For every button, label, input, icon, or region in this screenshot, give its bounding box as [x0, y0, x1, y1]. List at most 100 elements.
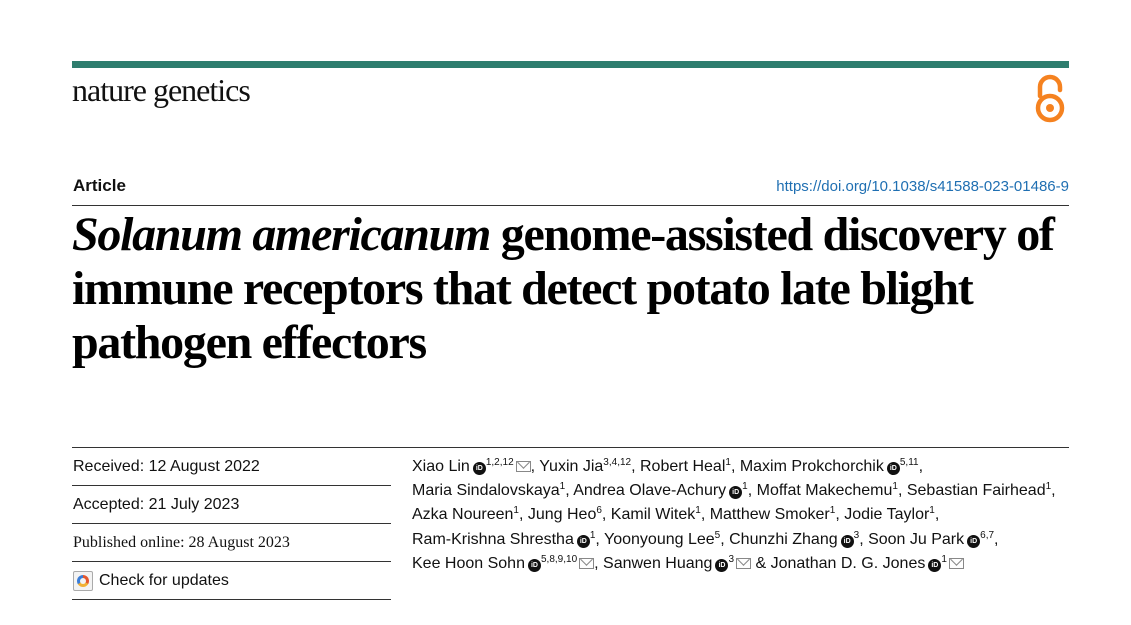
author-name[interactable]: Xiao Lin	[412, 458, 470, 475]
author-separator: ,	[565, 482, 574, 500]
journal-color-bar	[72, 61, 1069, 68]
received-date: Received: 12 August 2022	[72, 448, 391, 486]
author-name[interactable]: Sanwen Huang	[603, 554, 713, 572]
orcid-icon[interactable]: iD	[840, 534, 854, 548]
affiliation-ref[interactable]: 3	[728, 553, 735, 565]
author: Xiao Lin iD1,2,12	[412, 458, 531, 475]
author-name[interactable]: Matthew Smoker	[709, 506, 830, 524]
accepted-date: Accepted: 21 July 2023	[72, 486, 391, 524]
author-name[interactable]: Ram-Krishna Shrestha	[412, 530, 574, 548]
affiliation-ref[interactable]: 1,2,12	[485, 457, 514, 468]
orcid-icon[interactable]: iD	[928, 558, 942, 572]
author: Sanwen Huang iD3	[603, 553, 752, 572]
affiliation-ref[interactable]: 5,8,9,10	[540, 553, 578, 565]
author: Yoonyoung Lee5	[604, 529, 721, 548]
author-name[interactable]: Kamil Witek	[610, 506, 696, 524]
affiliation-ref[interactable]: 1	[725, 457, 731, 468]
author-separator: ,	[530, 458, 540, 475]
author-separator: ,	[601, 506, 611, 524]
author-name[interactable]: Kee Hoon Sohn	[412, 554, 525, 572]
author-separator: ,	[1051, 482, 1056, 500]
author-separator: ,	[747, 482, 757, 500]
orcid-icon[interactable]: iD	[729, 486, 743, 500]
affiliation-ref[interactable]: 1	[941, 553, 947, 565]
open-access-icon[interactable]	[1032, 74, 1068, 124]
author-separator: ,	[518, 506, 528, 524]
title-species: Solanum americanum	[72, 208, 491, 261]
author-name[interactable]: Maxim Prokchorchik	[739, 458, 884, 475]
author: Jung Heo6	[527, 505, 602, 524]
title-text: genome-assisted discovery of immune rece…	[72, 208, 1055, 369]
email-icon[interactable]	[579, 557, 595, 569]
author-list: Xiao Lin iD1,2,12, Yuxin Jia3,4,12, Rober…	[412, 455, 1072, 576]
author: Soon Ju Park iD6,7	[868, 529, 995, 548]
affiliation-ref[interactable]: 3,4,12	[603, 457, 632, 468]
orcid-icon[interactable]: iD	[576, 534, 590, 548]
email-icon[interactable]	[948, 557, 964, 569]
affiliation-ref[interactable]: 1	[892, 481, 898, 493]
author-name[interactable]: Moffat Makechemu	[756, 482, 893, 500]
divider	[72, 205, 1069, 206]
author-separator: ,	[897, 482, 907, 500]
affiliation-ref[interactable]: 1	[559, 481, 566, 493]
orcid-icon[interactable]: iD	[527, 558, 541, 572]
author-name[interactable]: Yoonyoung Lee	[604, 530, 715, 548]
author: Azka Noureen1	[412, 505, 519, 524]
author-name[interactable]: Chunzhi Zhang	[729, 530, 838, 548]
affiliation-ref[interactable]: 1	[513, 505, 519, 517]
affiliation-ref[interactable]: 1	[695, 505, 701, 517]
author-separator: ,	[594, 554, 604, 572]
divider	[72, 447, 1069, 448]
orcid-icon[interactable]: iD	[715, 558, 729, 572]
author: Kamil Witek1	[610, 505, 701, 524]
author: Chunzhi Zhang iD3	[729, 529, 860, 548]
author: Jonathan D. G. Jones iD1	[770, 553, 964, 572]
author-separator: ,	[918, 458, 924, 475]
affiliation-ref[interactable]: 1	[1045, 481, 1052, 493]
affiliation-ref[interactable]: 1	[742, 481, 748, 493]
author: Kee Hoon Sohn iD5,8,9,10	[412, 553, 595, 572]
author: Maria Sindalovskaya1	[412, 481, 566, 500]
check-updates-label: Check for updates	[99, 571, 229, 589]
author-separator: ,	[934, 506, 940, 524]
doi-link[interactable]: https://doi.org/10.1038/s41588-023-01486…	[776, 178, 1069, 195]
author-name[interactable]: Andrea Olave-Achury	[573, 482, 727, 500]
orcid-icon[interactable]: iD	[967, 534, 981, 548]
affiliation-ref[interactable]: 1	[589, 529, 596, 541]
author-name[interactable]: Maria Sindalovskaya	[412, 482, 560, 500]
email-icon[interactable]	[515, 461, 531, 472]
affiliation-ref[interactable]: 3	[853, 529, 860, 541]
publication-dates: Received: 12 August 2022 Accepted: 21 Ju…	[72, 448, 391, 600]
affiliation-ref[interactable]: 1	[929, 505, 935, 517]
article-title: Solanum americanum genome-assisted disco…	[72, 208, 1072, 370]
author: Sebastian Fairhead1	[906, 481, 1052, 500]
check-for-updates-button[interactable]: Check for updates	[72, 562, 391, 600]
affiliation-ref[interactable]: 6	[596, 505, 602, 517]
author-separator: ,	[700, 506, 710, 524]
author: Matthew Smoker1	[709, 505, 836, 524]
affiliation-ref[interactable]: 5,11	[899, 457, 919, 468]
author-name[interactable]: Yuxin Jia	[539, 458, 604, 475]
check-updates-icon	[73, 570, 93, 591]
author-name[interactable]: Jung Heo	[527, 506, 597, 524]
author: Maxim Prokchorchik iD5,11	[740, 458, 919, 475]
author-name[interactable]: Azka Noureen	[412, 506, 514, 524]
author-separator: ,	[720, 530, 730, 548]
author-name[interactable]: Jodie Taylor	[844, 506, 930, 524]
affiliation-ref[interactable]: 6,7	[980, 529, 995, 541]
author-separator: ,	[595, 530, 605, 548]
author-name[interactable]: Robert Heal	[640, 458, 726, 475]
author-name[interactable]: Jonathan D. G. Jones	[770, 554, 926, 572]
orcid-icon[interactable]: iD	[472, 462, 486, 475]
orcid-icon[interactable]: iD	[886, 462, 900, 475]
email-icon[interactable]	[736, 557, 752, 569]
author-name[interactable]: Soon Ju Park	[868, 530, 965, 548]
affiliation-ref[interactable]: 1	[829, 505, 836, 517]
published-date: Published online: 28 August 2023	[72, 524, 391, 562]
author-name[interactable]: Sebastian Fairhead	[906, 482, 1046, 500]
affiliation-ref[interactable]: 5	[714, 529, 721, 541]
author: Ram-Krishna Shrestha iD1	[412, 529, 596, 548]
author: Moffat Makechemu1	[756, 481, 898, 500]
journal-name[interactable]: nature genetics	[72, 72, 251, 108]
author: Yuxin Jia3,4,12	[539, 457, 632, 476]
